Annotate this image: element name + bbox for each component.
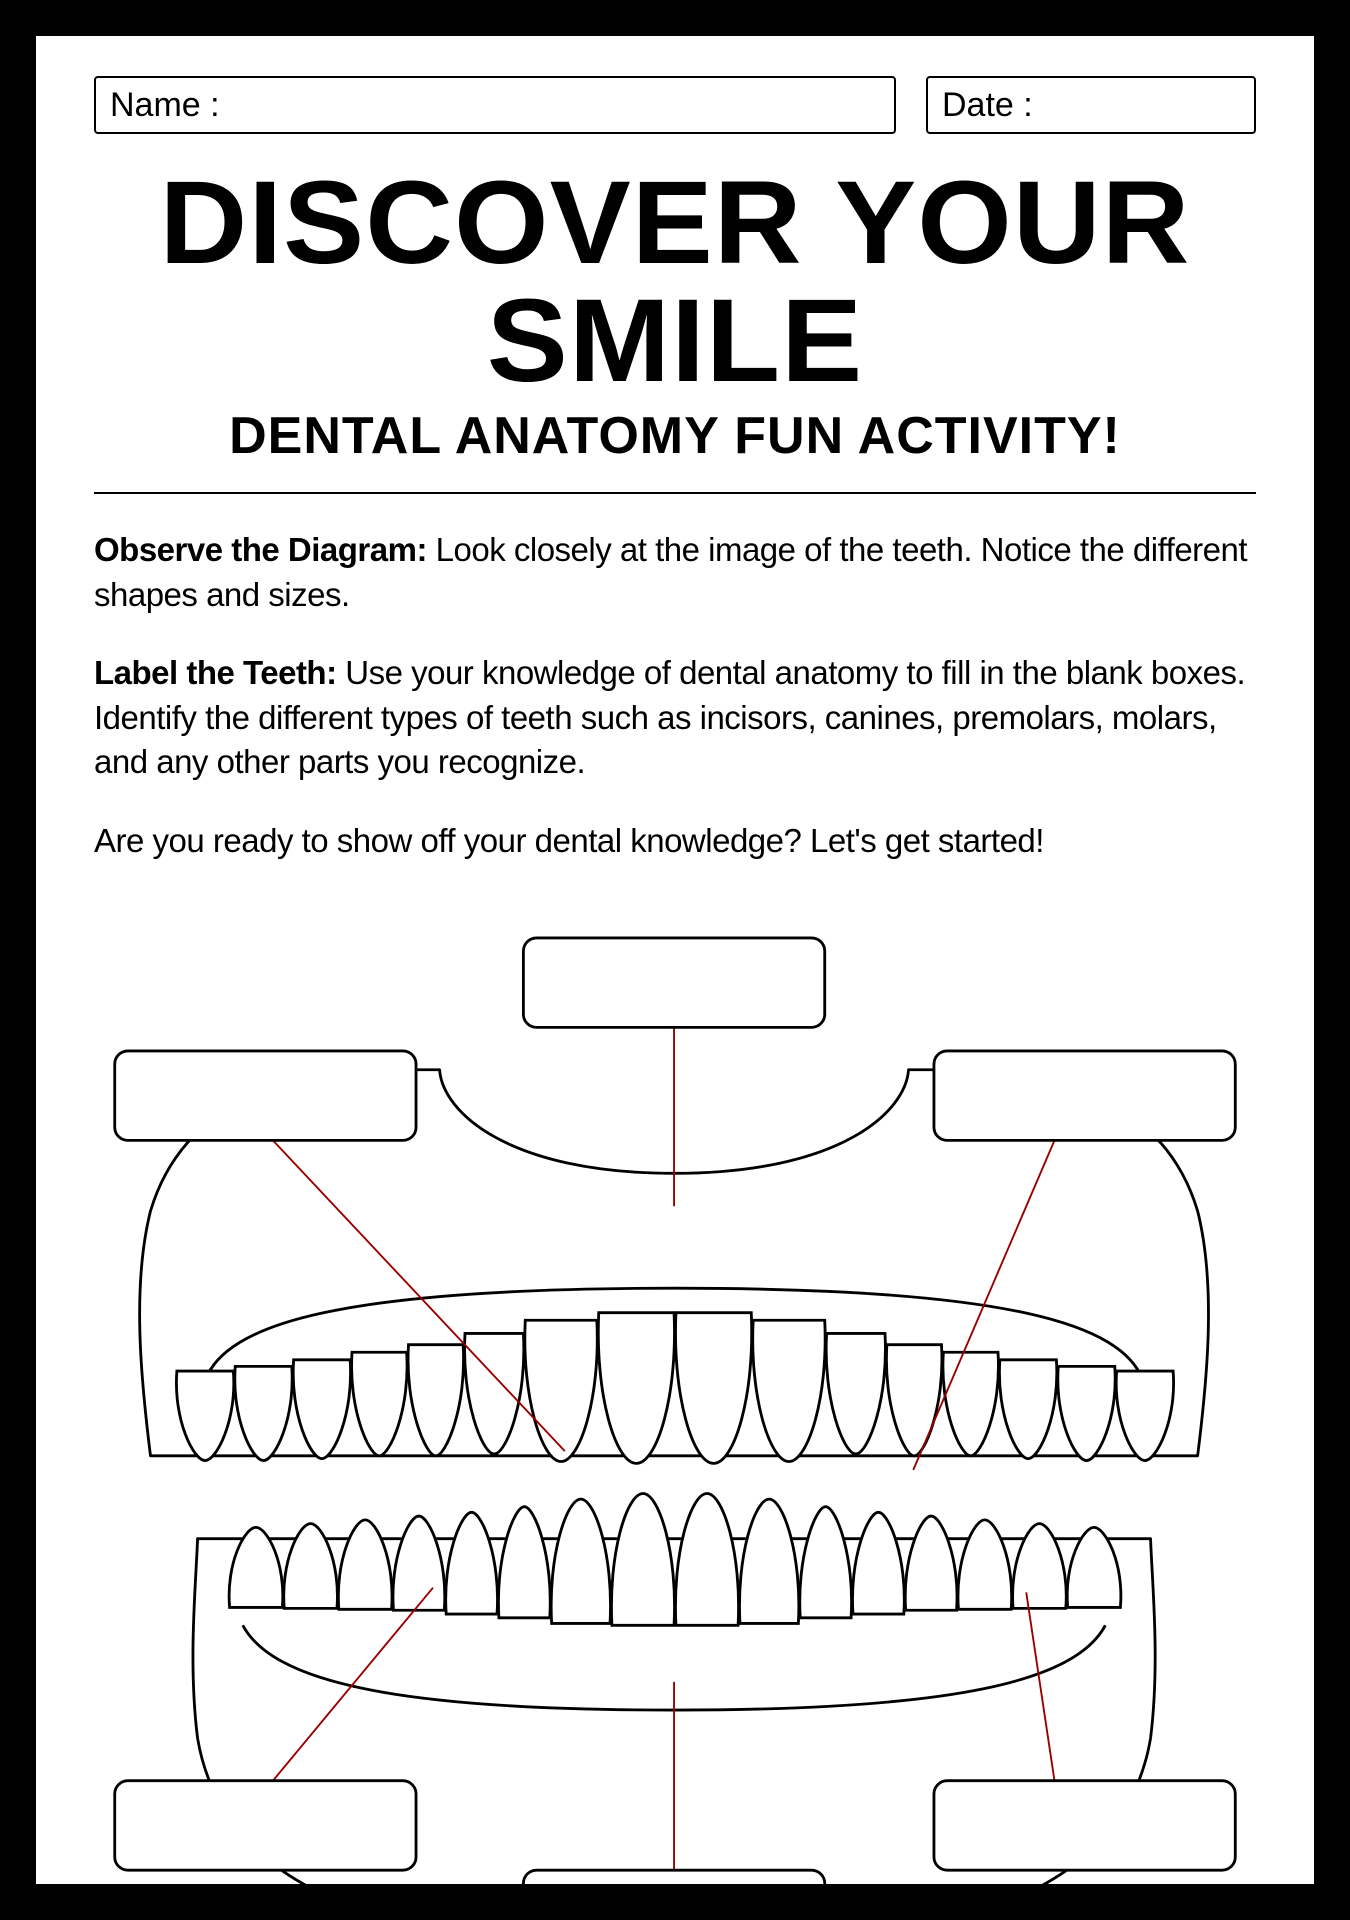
label-box-top-right[interactable] [934, 1051, 1235, 1140]
page-frame: Name : Date : DISCOVER YOUR SMILE DENTAL… [0, 0, 1350, 1920]
instruction-observe: Observe the Diagram: Look closely at the… [94, 528, 1256, 617]
instructions-block: Observe the Diagram: Look closely at the… [94, 528, 1256, 863]
instruction-ready: Are you ready to show off your dental kn… [94, 819, 1256, 864]
date-label: Date : [942, 86, 1033, 125]
label-box-top-center[interactable] [523, 938, 824, 1027]
label-box-bottom-center[interactable] [523, 1870, 824, 1884]
name-label: Name : [110, 86, 220, 125]
name-field[interactable]: Name : [94, 76, 896, 134]
teeth-svg [94, 897, 1256, 1884]
observe-heading: Observe the Diagram: [94, 531, 427, 568]
page-subtitle: DENTAL ANATOMY FUN ACTIVITY! [94, 406, 1256, 466]
worksheet-sheet: Name : Date : DISCOVER YOUR SMILE DENTAL… [36, 36, 1314, 1884]
divider [94, 492, 1256, 494]
label-box-bottom-right[interactable] [934, 1781, 1235, 1870]
header-fields: Name : Date : [94, 76, 1256, 134]
date-field[interactable]: Date : [926, 76, 1256, 134]
label-box-bottom-left[interactable] [115, 1781, 416, 1870]
label-box-top-left[interactable] [115, 1051, 416, 1140]
page-title: DISCOVER YOUR SMILE [77, 164, 1274, 400]
teeth-diagram [94, 897, 1256, 1884]
instruction-label: Label the Teeth: Use your knowledge of d… [94, 651, 1256, 785]
label-heading: Label the Teeth: [94, 654, 337, 691]
